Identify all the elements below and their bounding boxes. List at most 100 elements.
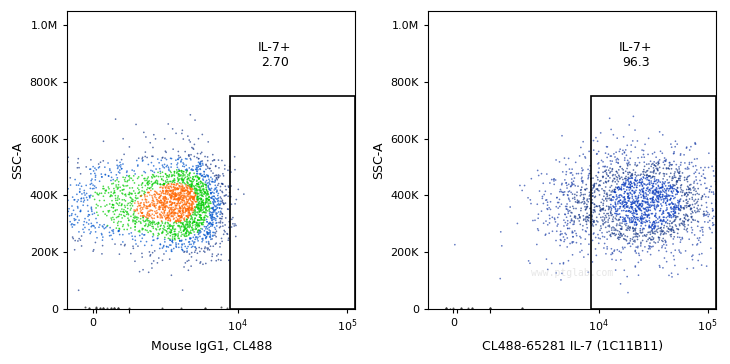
Point	[586, 223, 598, 229]
Point	[189, 222, 201, 228]
Point	[146, 199, 158, 205]
Point	[164, 237, 176, 243]
Point	[195, 201, 207, 206]
Point	[185, 230, 197, 236]
Point	[670, 191, 682, 197]
Point	[664, 162, 676, 167]
Point	[588, 182, 600, 188]
Point	[178, 228, 190, 233]
Point	[602, 223, 614, 229]
Point	[173, 194, 185, 200]
Point	[591, 173, 602, 179]
Point	[104, 225, 116, 230]
Point	[127, 203, 139, 209]
Point	[680, 217, 691, 222]
Point	[621, 213, 633, 219]
Point	[160, 204, 172, 210]
Point	[185, 230, 196, 236]
Point	[164, 208, 175, 214]
Point	[591, 151, 602, 157]
Point	[99, 222, 110, 228]
Point	[627, 241, 639, 247]
Point	[156, 189, 168, 195]
Point	[195, 212, 207, 218]
Point	[672, 141, 683, 147]
Point	[609, 210, 620, 216]
Point	[150, 192, 161, 198]
Point	[189, 190, 201, 196]
Point	[626, 181, 638, 186]
Point	[656, 229, 668, 234]
Point	[705, 245, 717, 251]
Point	[108, 217, 120, 222]
Point	[177, 208, 188, 214]
Point	[181, 166, 193, 172]
Point	[666, 175, 678, 181]
Point	[144, 219, 155, 225]
Point	[669, 210, 680, 216]
Point	[191, 223, 203, 229]
Point	[193, 227, 204, 233]
Point	[197, 182, 209, 188]
Point	[665, 195, 677, 201]
Point	[91, 185, 102, 191]
Point	[178, 217, 190, 223]
Point	[199, 191, 210, 197]
Point	[613, 198, 625, 204]
Point	[666, 227, 677, 233]
Point	[607, 251, 618, 257]
Point	[181, 230, 193, 236]
Point	[609, 176, 620, 182]
Point	[576, 165, 588, 171]
Point	[664, 160, 676, 166]
Point	[661, 202, 672, 208]
Point	[172, 160, 183, 166]
Point	[173, 177, 185, 183]
Point	[637, 183, 648, 189]
Point	[158, 243, 169, 249]
Point	[155, 170, 166, 176]
Point	[218, 173, 229, 179]
Point	[189, 193, 201, 199]
Point	[223, 193, 234, 199]
Point	[67, 236, 79, 241]
Point	[96, 231, 107, 237]
Point	[174, 216, 185, 222]
Point	[174, 192, 186, 198]
Point	[658, 171, 669, 177]
Point	[646, 234, 658, 240]
Point	[169, 169, 180, 175]
Point	[172, 222, 184, 228]
Point	[654, 191, 666, 197]
Point	[649, 203, 661, 209]
Point	[600, 184, 612, 190]
Point	[210, 175, 222, 181]
Point	[653, 193, 665, 199]
Point	[158, 226, 170, 232]
Point	[186, 184, 198, 190]
Point	[1, 205, 13, 211]
Point	[173, 229, 185, 235]
Point	[645, 225, 657, 230]
Point	[143, 199, 155, 205]
Point	[707, 207, 719, 213]
Point	[188, 170, 200, 176]
Point	[615, 186, 627, 191]
Point	[581, 198, 593, 203]
Point	[604, 197, 616, 203]
Point	[83, 305, 95, 311]
Point	[4, 206, 16, 211]
Point	[69, 238, 81, 244]
Point	[613, 234, 625, 240]
Point	[683, 203, 694, 209]
Point	[119, 177, 131, 183]
Point	[177, 189, 189, 195]
Point	[196, 158, 208, 164]
Point	[612, 179, 624, 185]
Point	[180, 181, 191, 187]
Point	[672, 234, 683, 240]
Point	[214, 205, 226, 211]
Point	[591, 253, 602, 258]
Point	[136, 182, 147, 188]
Point	[121, 179, 133, 185]
